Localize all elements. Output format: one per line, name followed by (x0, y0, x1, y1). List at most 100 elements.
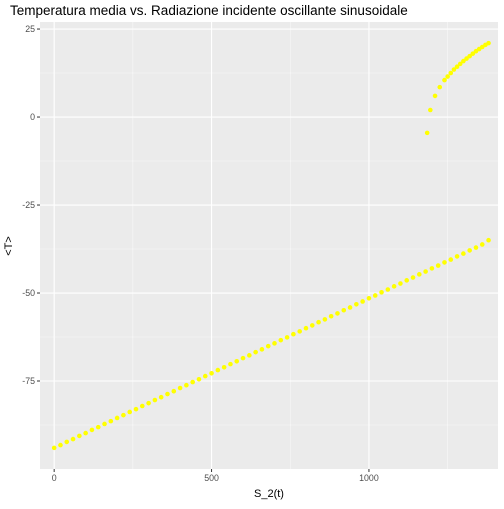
data-point (442, 77, 447, 83)
data-point (424, 130, 430, 136)
data-point (253, 349, 258, 355)
data-point (284, 335, 290, 340)
data-point (385, 287, 391, 292)
grid-major (40, 22, 498, 469)
data-point (83, 430, 88, 436)
data-point (467, 248, 472, 253)
y-tick-label: -25 (22, 200, 35, 210)
data-point (486, 40, 491, 46)
data-point (234, 358, 240, 364)
data-point (470, 51, 476, 56)
data-point (448, 257, 454, 262)
data-point (121, 412, 126, 418)
data-point (278, 337, 284, 343)
y-axis-ticks: 25 0 -25 -50 -75 (22, 24, 40, 386)
data-point (486, 237, 491, 243)
data-point (423, 269, 428, 274)
data-point (265, 343, 271, 349)
data-point (240, 355, 246, 361)
data-point (429, 266, 435, 271)
data-point (171, 388, 177, 394)
x-axis-ticks: 0 500 1000 (52, 469, 379, 483)
data-point (328, 313, 334, 319)
data-point (391, 284, 397, 289)
data-point (146, 400, 151, 406)
data-point (133, 406, 139, 412)
data-point (58, 442, 63, 448)
data-point (437, 84, 443, 90)
data-point (228, 361, 233, 367)
data-point (114, 415, 120, 421)
data-point (108, 418, 114, 424)
data-points (51, 40, 491, 451)
data-point (297, 329, 302, 334)
data-point (291, 331, 296, 337)
data-point (442, 260, 447, 265)
data-point (451, 67, 457, 72)
data-point (473, 245, 479, 250)
data-point (165, 391, 170, 397)
data-point (64, 439, 70, 445)
data-point (196, 376, 202, 382)
data-point (467, 53, 472, 59)
data-point (77, 433, 82, 439)
data-point (51, 445, 57, 451)
data-point (410, 275, 416, 280)
data-point (272, 341, 277, 346)
data-point (335, 311, 340, 316)
data-point (457, 61, 463, 67)
data-point (404, 278, 410, 283)
data-point (448, 70, 454, 76)
data-point (102, 421, 107, 427)
data-point (309, 323, 315, 328)
data-point (461, 251, 466, 256)
data-point (140, 403, 145, 409)
grid-minor (40, 22, 498, 469)
y-tick-label: 0 (30, 112, 35, 122)
data-point (454, 254, 460, 259)
y-tick-label: 25 (25, 24, 35, 34)
data-point (184, 382, 189, 388)
data-point (372, 293, 378, 298)
data-point (417, 272, 422, 277)
data-point (202, 373, 208, 379)
data-point (89, 427, 95, 433)
data-point (152, 397, 158, 403)
data-point (303, 325, 309, 331)
x-tick-label: 500 (204, 473, 219, 483)
data-point (95, 424, 101, 430)
data-point (221, 364, 227, 370)
data-point (461, 58, 466, 64)
x-tick-label: 1000 (359, 473, 379, 483)
data-point (322, 317, 328, 322)
data-point (366, 295, 372, 301)
data-point (341, 307, 347, 313)
data-point (428, 107, 433, 113)
data-point (354, 301, 359, 307)
data-point (347, 305, 353, 310)
plot-panel (40, 22, 498, 469)
data-point (479, 242, 485, 247)
data-point (70, 436, 76, 442)
y-tick-label: -75 (22, 376, 35, 386)
data-point (360, 299, 365, 304)
data-point (209, 370, 214, 376)
chart-title: Temperatura media vs. Radiazione inciden… (10, 3, 408, 18)
data-point (454, 64, 460, 69)
data-point (259, 347, 265, 352)
y-axis-title: <T> (3, 236, 15, 256)
x-axis-title: S_2(t) (254, 488, 284, 500)
data-point (379, 290, 384, 295)
x-tick-label: 0 (52, 473, 57, 483)
data-point (435, 263, 441, 268)
data-point (158, 394, 164, 400)
data-point (464, 56, 469, 61)
data-point (432, 93, 438, 99)
data-point (177, 385, 183, 391)
data-point (445, 74, 450, 79)
data-point (215, 367, 221, 373)
data-point (247, 353, 252, 358)
data-point (127, 409, 133, 415)
